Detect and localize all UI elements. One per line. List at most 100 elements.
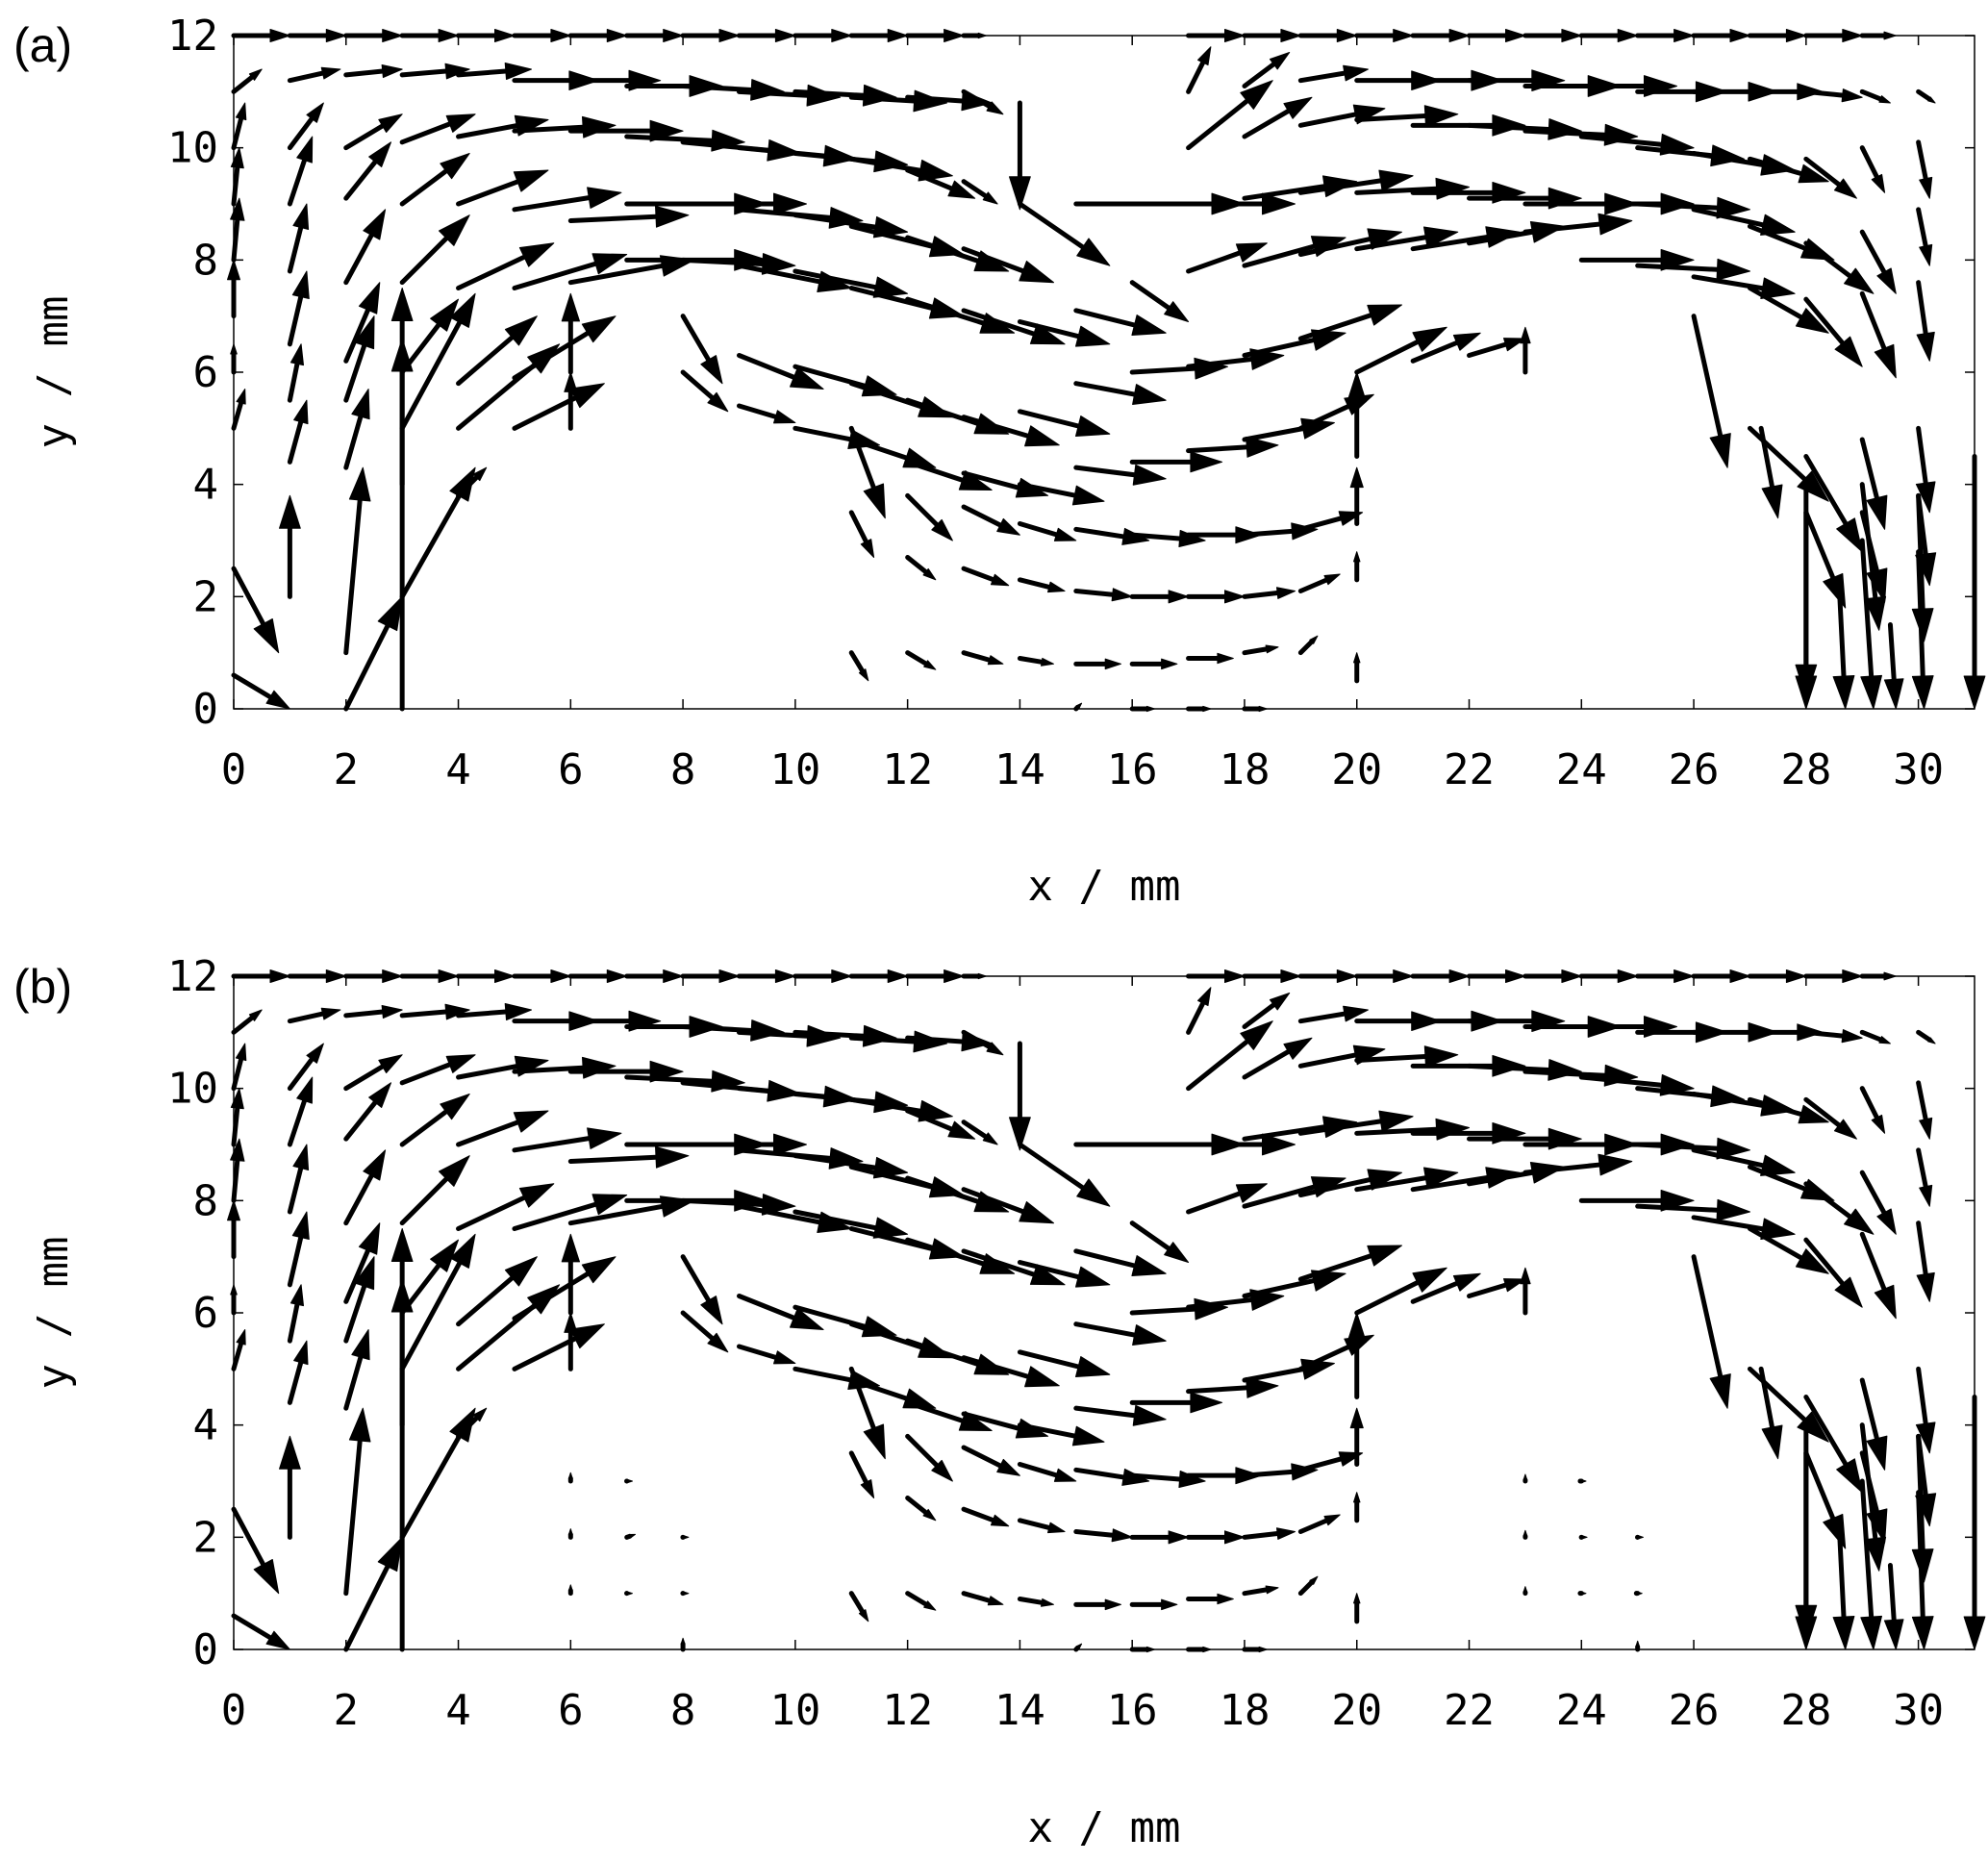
vector-arrow (1353, 551, 1361, 583)
vector-arrow (230, 1088, 244, 1147)
vector-arrow (399, 466, 476, 599)
vector-arrow (1522, 29, 1582, 42)
x-tick-label: 22 (1444, 1686, 1495, 1735)
vector-arrow (1803, 29, 1863, 42)
x-tick-label: 0 (221, 1686, 247, 1735)
y-tick-label: 2 (193, 1513, 219, 1562)
vector-arrow (1635, 1640, 1641, 1652)
vector-arrow (1073, 658, 1121, 670)
vector-arrow (680, 1133, 807, 1156)
vector-arrow (1073, 1248, 1167, 1276)
y-tick-label: 0 (193, 1625, 219, 1674)
vector-arrow (1073, 1643, 1083, 1652)
vector-arrow (961, 650, 1004, 666)
vector-arrow (1129, 1297, 1228, 1321)
vector-arrow (1186, 1593, 1234, 1605)
vector-arrow (1186, 1183, 1268, 1215)
vector-arrow (1186, 705, 1212, 713)
x-tick-label: 10 (769, 745, 820, 794)
vector-arrow (1017, 201, 1111, 266)
vector-arrow (905, 555, 937, 581)
vector-arrow (1916, 139, 1933, 199)
vector-arrow (287, 343, 304, 403)
vector-arrow (1017, 1349, 1111, 1377)
vector-arrow (1354, 1267, 1447, 1316)
vector-arrow (456, 1284, 561, 1371)
vector-arrow (848, 29, 909, 42)
vector-arrow (1073, 1598, 1121, 1611)
vector-arrow (343, 1054, 403, 1092)
vector-arrow (905, 1433, 953, 1482)
y-tick-label: 8 (193, 236, 219, 285)
vector-arrow (1354, 969, 1414, 983)
vector-arrow (1242, 52, 1291, 88)
vector-arrow (1129, 658, 1178, 670)
vector-arrow (680, 1310, 729, 1353)
vector-arrow (287, 1043, 324, 1092)
vector-arrow (1129, 1646, 1155, 1653)
vector-arrow (1354, 29, 1414, 42)
x-tick-label: 12 (882, 1686, 933, 1735)
vector-arrow (680, 253, 796, 275)
vector-arrow (456, 29, 516, 42)
vector-arrow (343, 1329, 370, 1411)
vector-arrow (905, 650, 937, 670)
vector-arrow (279, 1435, 301, 1540)
vector-arrow (1859, 31, 1897, 40)
vector-arrow (287, 66, 341, 84)
vector-arrow (512, 253, 628, 290)
vector-arrow (1017, 1422, 1105, 1447)
vector-arrow (1577, 1591, 1587, 1597)
vector-arrow (399, 29, 459, 42)
vector-arrow (1297, 304, 1402, 341)
vector-arrow (343, 141, 391, 201)
vector-arrow (1017, 1142, 1111, 1207)
vector-arrow (399, 1233, 476, 1371)
vector-arrow (1073, 702, 1083, 712)
vector-arrow (1859, 229, 1897, 294)
vector-arrow (1803, 156, 1857, 199)
vector-arrow (1354, 226, 1459, 252)
vector-arrow (1297, 573, 1341, 593)
vector-arrow (1520, 326, 1531, 375)
vector-arrow (848, 1591, 869, 1623)
vector-arrow (793, 29, 852, 42)
vector-arrow (1129, 1220, 1190, 1263)
vector-arrow (561, 1233, 580, 1316)
vector-arrow (736, 1294, 824, 1330)
vector-arrow (399, 292, 476, 431)
vector-arrow (1859, 1422, 1887, 1572)
x-tick-label: 26 (1669, 1686, 1720, 1735)
vector-arrow (1242, 587, 1296, 599)
vector-arrow (287, 136, 314, 207)
vector-arrow (231, 389, 246, 431)
vector-arrow (1017, 521, 1077, 541)
vector-arrow (1017, 577, 1066, 593)
vector-arrow (680, 1534, 690, 1540)
vector-arrow (1832, 1534, 1855, 1650)
y-tick-label: 6 (193, 1289, 219, 1338)
vector-arrow (736, 353, 824, 390)
vector-arrow (1859, 1377, 1888, 1471)
vector-arrow (624, 969, 684, 983)
vector-arrow (1129, 1392, 1223, 1414)
vector-arrow (1346, 1312, 1367, 1399)
vector-arrow (1691, 274, 1796, 299)
vector-arrow (279, 494, 301, 599)
x-tick-label: 20 (1331, 745, 1382, 794)
vector-arrow (1758, 1366, 1783, 1460)
vector-arrow (1186, 969, 1246, 983)
vector-arrow (1747, 1226, 1829, 1274)
vector-arrow (231, 1043, 247, 1092)
vector-arrow (680, 29, 740, 42)
vector-arrow (1803, 454, 1863, 553)
vector-arrow (1916, 88, 1936, 104)
vector-arrow (1467, 1278, 1526, 1298)
panel-b-ylabel: y / mm (29, 1237, 78, 1390)
vector-arrow (1467, 1162, 1566, 1187)
vector-arrow (287, 270, 310, 347)
vector-arrow (1129, 705, 1155, 713)
vector-arrow (231, 969, 290, 983)
vector-arrow (456, 1256, 538, 1327)
